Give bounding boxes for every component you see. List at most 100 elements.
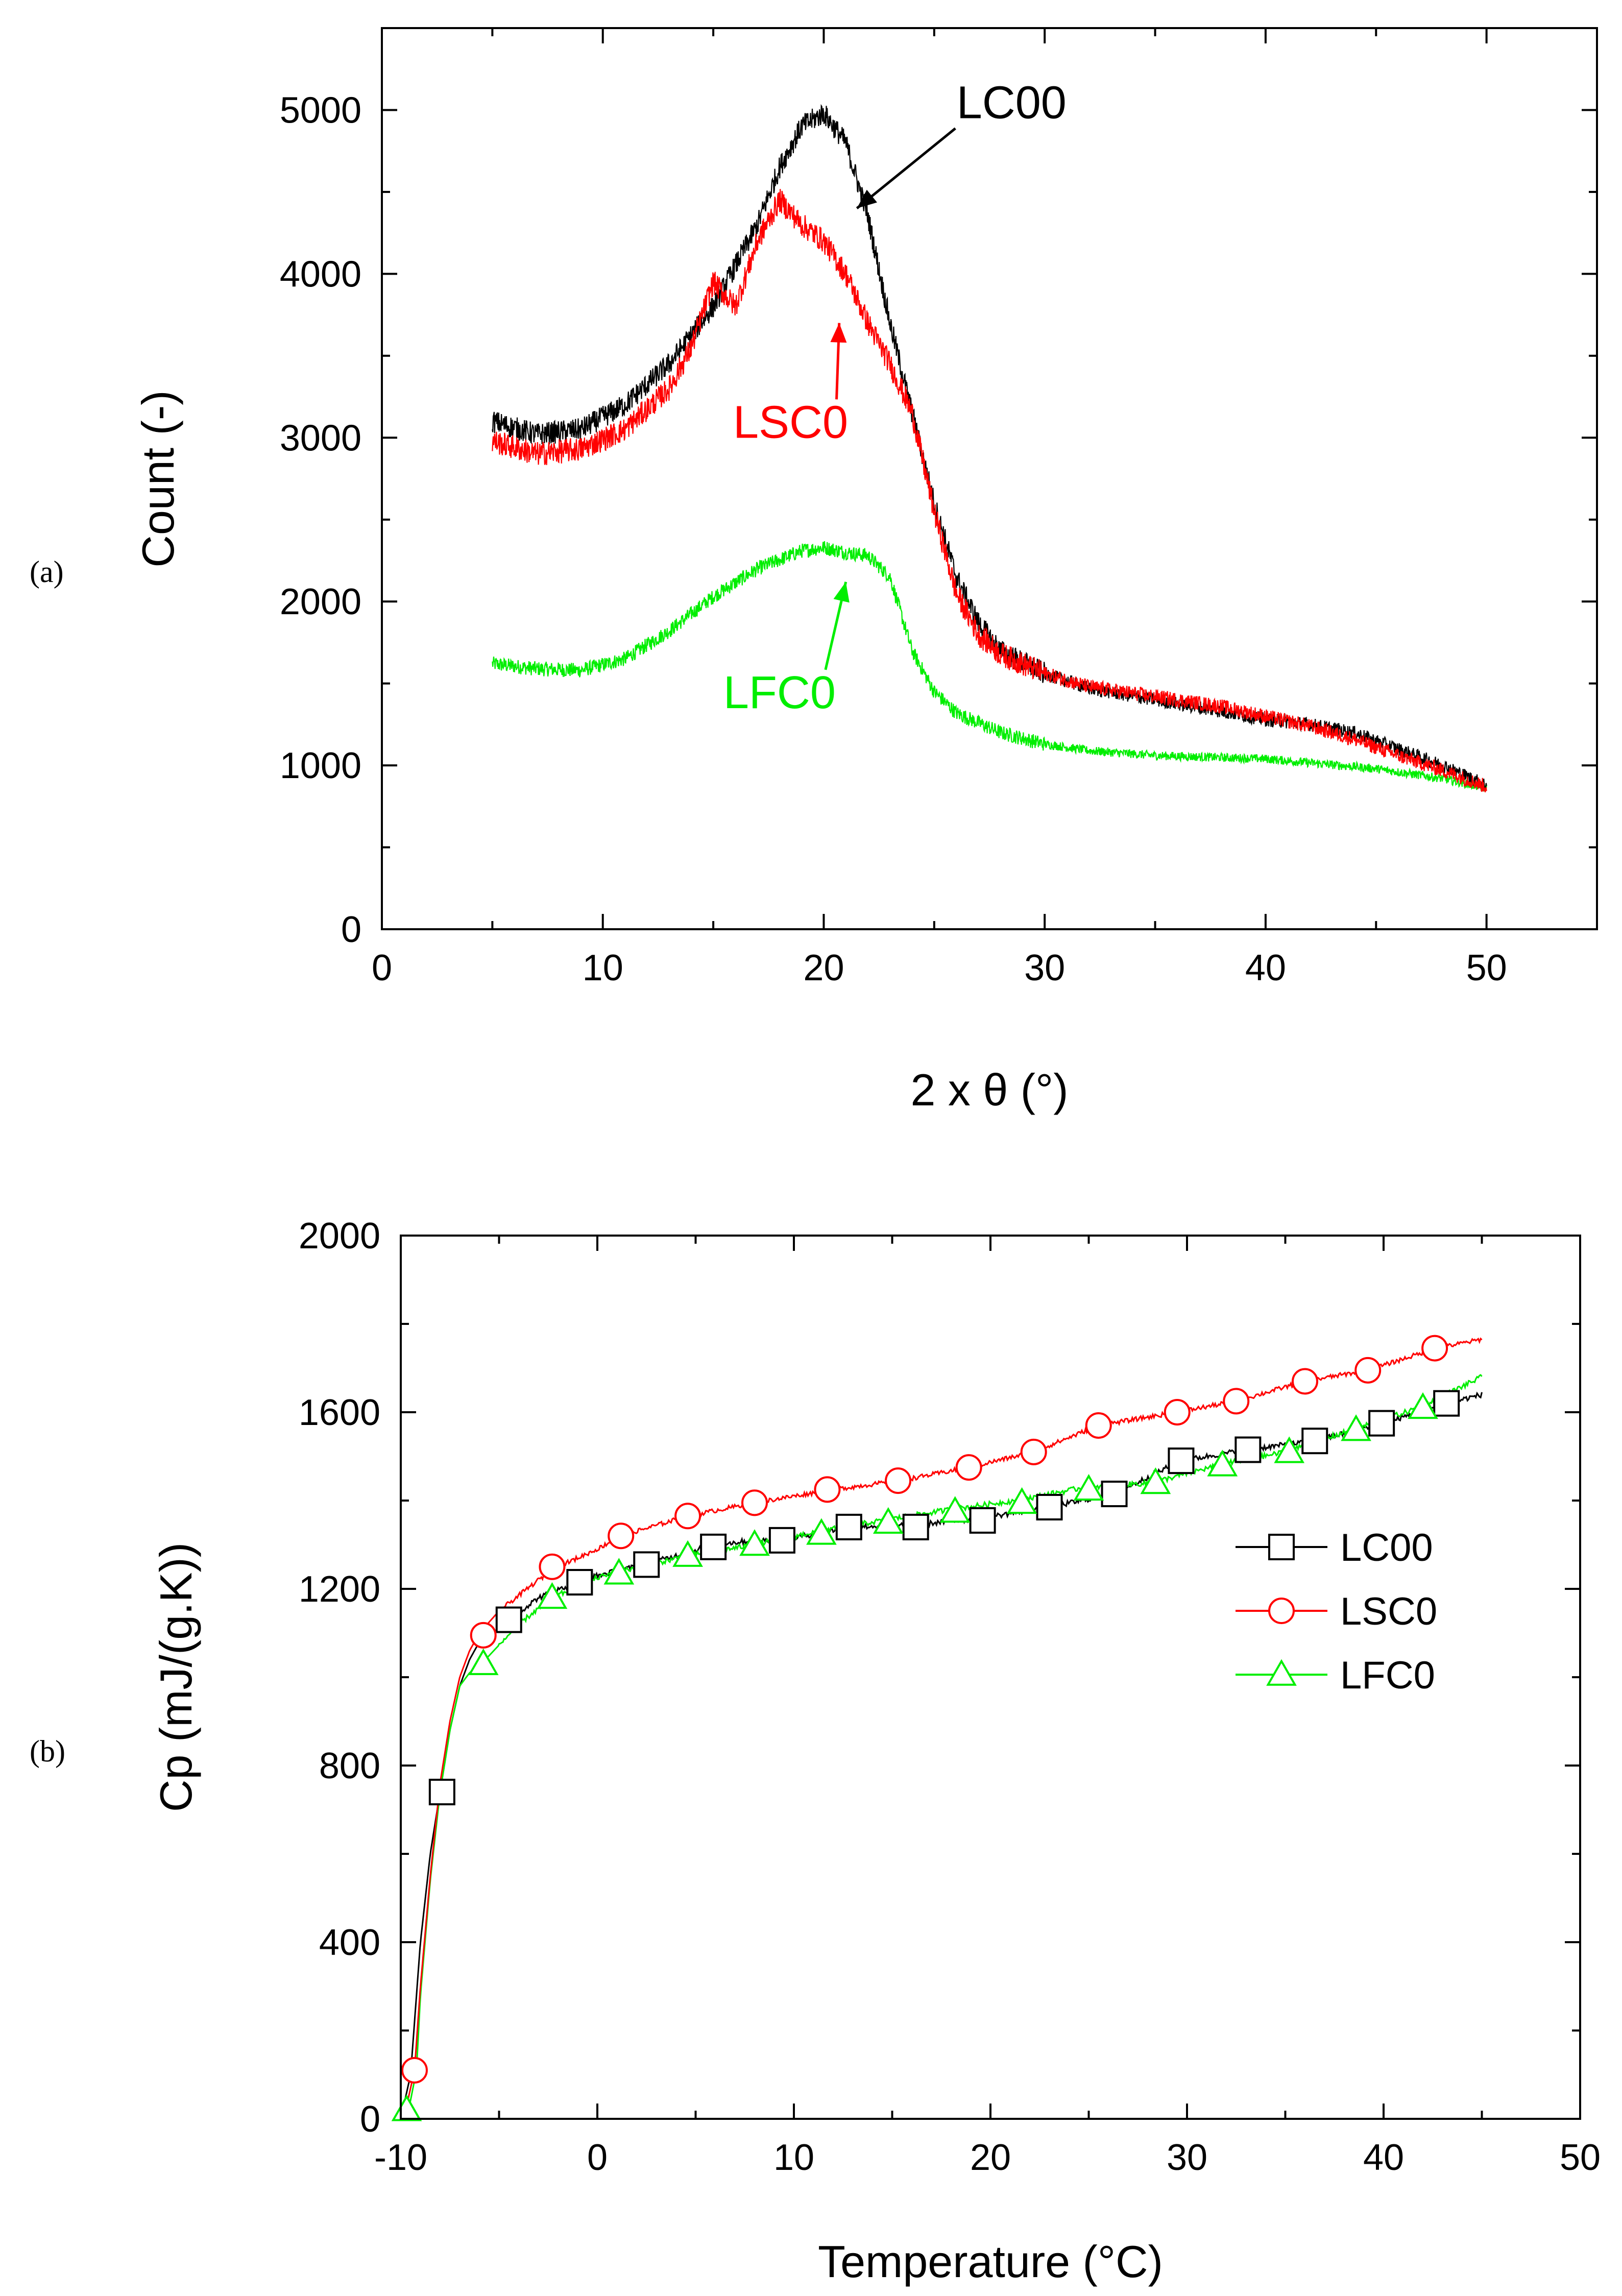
x-tick-label: 40: [1363, 2137, 1404, 2178]
data-point-lc00: [902, 1513, 929, 1540]
series-line-lfc0: [492, 541, 1487, 792]
x-tick-label: 50: [1560, 2137, 1601, 2178]
y-tick-label: 1600: [299, 1392, 380, 1433]
data-point-lfc0: [468, 1648, 499, 1675]
data-point-lc00: [633, 1551, 660, 1578]
x-tick-label: 20: [970, 2137, 1011, 2178]
x-tick-label: 50: [1466, 948, 1507, 988]
panel-b-series: [391, 1335, 1483, 2121]
x-tick-label: 40: [1245, 948, 1286, 988]
data-point-lfc0: [873, 1507, 904, 1534]
data-point-lfc0: [672, 1540, 703, 1567]
data-point-lc00: [969, 1507, 996, 1534]
data-point-lsc0: [1354, 1357, 1382, 1384]
y-tick-label: 800: [319, 1746, 380, 1786]
y-tick-label: 0: [360, 2099, 380, 2140]
data-point-lsc0: [1292, 1368, 1318, 1395]
data-point-lsc0: [1020, 1438, 1047, 1465]
legend-marker-lsc0: [1268, 1598, 1295, 1624]
data-point-lfc0: [806, 1518, 837, 1545]
y-tick-label: 1000: [280, 745, 361, 786]
panel-a-series: [492, 104, 1487, 792]
legend-marker-lc00: [1268, 1534, 1295, 1560]
series-line-lsc0: [492, 189, 1487, 792]
x-tick-label: 0: [587, 2137, 608, 2178]
panel-a-x-axis-title: 2 x θ (°): [910, 1065, 1068, 1115]
panel-a-label: (a): [30, 555, 64, 589]
legend-label-lsc0: LSC0: [1340, 1590, 1437, 1633]
data-point-lfc0: [1140, 1467, 1171, 1494]
data-point-lc00: [1301, 1428, 1328, 1455]
data-point-lfc0: [1207, 1449, 1238, 1477]
data-point-lc00: [1433, 1390, 1460, 1417]
panel-b-x-axis-title: Temperature (°C): [818, 2236, 1163, 2287]
data-point-lsc0: [1164, 1399, 1191, 1425]
annotation-arrowhead-lsc0: [830, 323, 847, 343]
annotation-arrowhead-lfc0: [833, 582, 850, 603]
panel-a-annotations: LC00 LSC0 LFC0: [723, 78, 1067, 718]
panel-a-ticks: 0 10 20 30 40 50 0 1000 2000 3000 4000 5000: [280, 27, 1598, 988]
legend-label-lc00: LC00: [1340, 1526, 1433, 1569]
data-point-lsc0: [955, 1454, 982, 1481]
x-tick-label: 30: [1167, 2137, 1207, 2178]
annotation-label-lc00: LC00: [957, 78, 1067, 129]
data-point-lc00: [566, 1569, 593, 1596]
x-tick-label: 20: [803, 948, 844, 988]
y-tick-label: 1200: [299, 1569, 380, 1610]
data-point-lsc0: [608, 1522, 635, 1550]
data-point-lsc0: [401, 2057, 428, 2084]
data-point-lfc0: [1408, 1392, 1438, 1419]
data-point-lc00: [1168, 1447, 1195, 1475]
y-tick-label: 4000: [280, 254, 361, 295]
annotation-arrow-lc00: [856, 127, 956, 209]
y-tick-label: 2000: [280, 582, 361, 622]
data-point-lfc0: [1073, 1473, 1104, 1501]
panel-a-frame: [381, 27, 1598, 930]
data-point-lc00: [1101, 1481, 1128, 1508]
y-tick-label: 400: [319, 1922, 380, 1963]
panel-a-xrd-chart: (a) 0 10 20 30 40 50 0 1000 2000 3000 4000 5000 LC0…: [30, 27, 1598, 1115]
x-tick-label: 10: [583, 948, 623, 988]
data-point-lc00: [1036, 1493, 1063, 1520]
data-point-lsc0: [1085, 1412, 1112, 1439]
data-point-lfc0: [1274, 1436, 1305, 1463]
data-point-lc00: [428, 1778, 455, 1805]
y-tick-label: 0: [341, 909, 361, 950]
data-point-lfc0: [537, 1582, 568, 1609]
data-point-lfc0: [603, 1558, 635, 1585]
panel-b-label: (b): [30, 1734, 65, 1768]
data-point-lfc0: [939, 1496, 971, 1523]
data-point-lsc0: [741, 1489, 768, 1516]
x-tick-label: 0: [372, 948, 392, 988]
panel-a-y-axis-title: Count (-): [133, 390, 183, 567]
annotation-label-lfc0: LFC0: [723, 667, 836, 718]
y-tick-label: 5000: [280, 90, 361, 131]
data-point-lsc0: [539, 1553, 566, 1580]
data-point-lfc0: [1341, 1414, 1371, 1441]
panel-b-legend: LC00 LSC0 LFC0: [1236, 1526, 1437, 1697]
data-point-lsc0: [674, 1503, 701, 1530]
panel-b-y-axis-title: Cp (mJ/(g.K)): [151, 1542, 201, 1812]
data-point-lc00: [1234, 1436, 1262, 1463]
data-point-lsc0: [1223, 1388, 1250, 1415]
annotation-arrowhead-lc00: [857, 189, 877, 208]
data-point-lc00: [835, 1513, 862, 1540]
data-point-lsc0: [814, 1476, 841, 1503]
legend-label-lfc0: LFC0: [1340, 1654, 1435, 1697]
series-line-lc00: [492, 104, 1487, 790]
y-tick-label: 2000: [299, 1216, 380, 1256]
data-point-lfc0: [1006, 1487, 1037, 1514]
x-tick-label: 30: [1024, 948, 1065, 988]
annotation-label-lsc0: LSC0: [733, 397, 848, 448]
data-point-lc00: [1368, 1410, 1395, 1437]
x-tick-label: 10: [773, 2137, 814, 2178]
x-tick-label: -10: [374, 2137, 427, 2178]
y-tick-label: 3000: [280, 418, 361, 458]
data-point-lc00: [495, 1606, 522, 1633]
data-point-lsc0: [885, 1467, 912, 1494]
legend-marker-lfc0: [1266, 1659, 1297, 1686]
data-point-lsc0: [470, 1622, 497, 1649]
